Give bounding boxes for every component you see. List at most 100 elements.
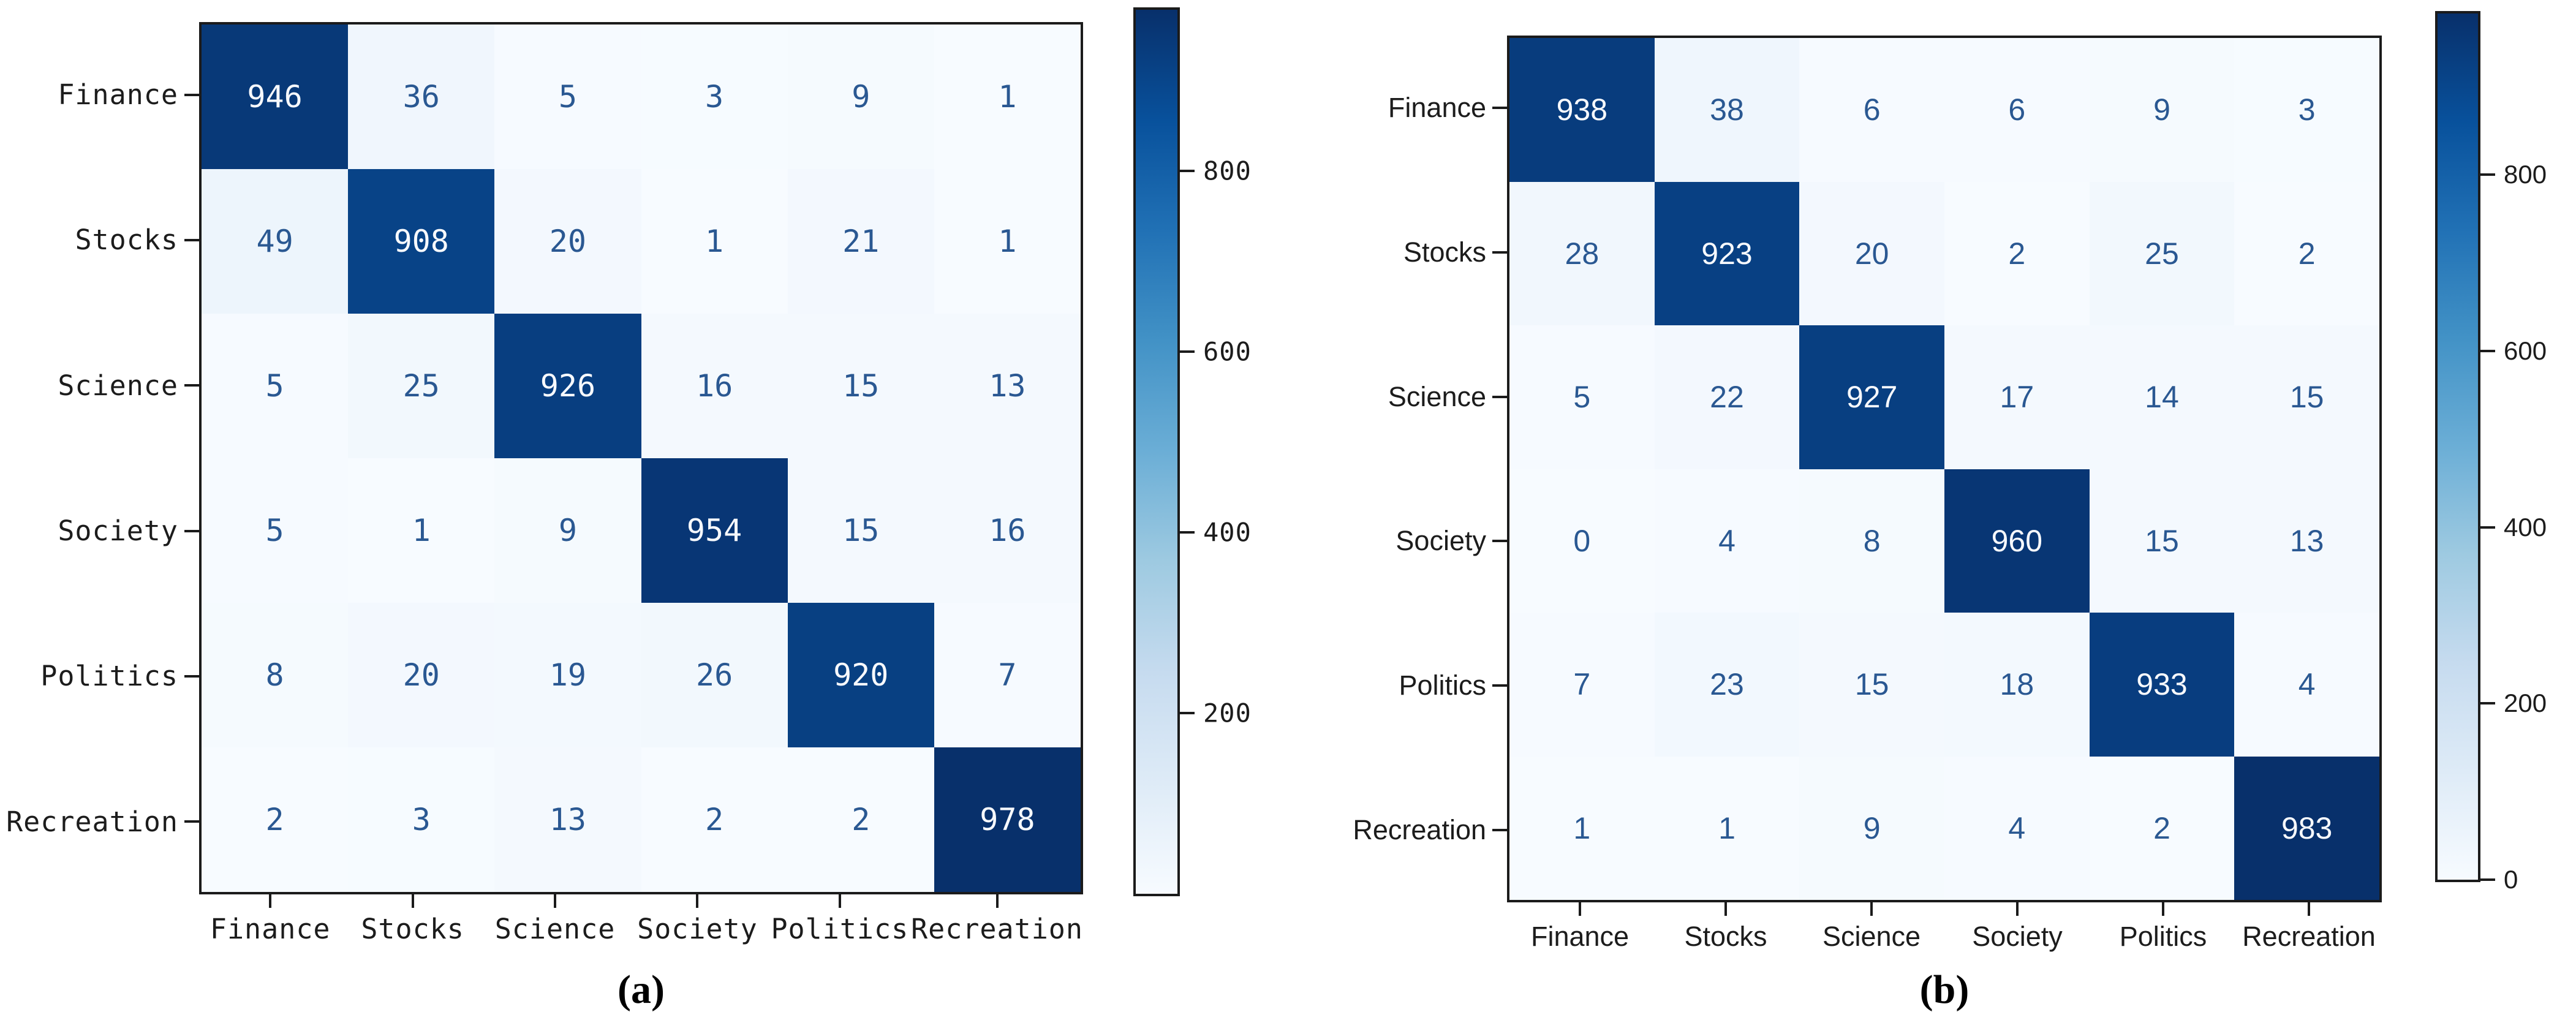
x-axis-label: Finance bbox=[1530, 921, 1630, 952]
matrix-cell: 1 bbox=[1509, 756, 1655, 900]
matrix-cell-value: 9 bbox=[852, 79, 871, 115]
y-tick-mark bbox=[184, 93, 199, 96]
matrix-cell: 2 bbox=[2089, 756, 2235, 900]
matrix-cell: 9 bbox=[787, 25, 934, 169]
x-tick-mark bbox=[1579, 902, 1581, 916]
confusion-matrix-b: 938 38 6 6 9 3 28 923 20 2 25 2 5 22 927 17 14 15 0 4 8 960 15… bbox=[1507, 36, 2382, 902]
matrix-cell-value: 21 bbox=[842, 224, 880, 259]
colorbar-tick-mark bbox=[1177, 531, 1195, 534]
matrix-cell: 2 bbox=[787, 747, 934, 892]
y-axis-labels-a: Finance Stocks Science Society Politics Recre… bbox=[0, 22, 199, 894]
colorbar-tick-mark bbox=[2478, 526, 2495, 529]
matrix-cell: 13 bbox=[2234, 469, 2379, 613]
matrix-cell-value: 927 bbox=[1846, 380, 1898, 415]
matrix-cell: 14 bbox=[2089, 325, 2235, 469]
colorbar-b: 800 600 400 200 0 bbox=[2435, 11, 2547, 894]
x-tick-mark bbox=[2308, 902, 2310, 916]
x-axis-labels-a: Finance Stocks Science Society Politics Recre… bbox=[199, 894, 1083, 962]
matrix-cell: 36 bbox=[348, 25, 495, 169]
matrix-cell: 17 bbox=[1944, 325, 2090, 469]
matrix-cell: 6 bbox=[1944, 38, 2090, 182]
matrix-cell-value: 938 bbox=[1556, 93, 1608, 127]
matrix-cell-value: 5 bbox=[265, 513, 284, 548]
y-tick-mark bbox=[184, 674, 199, 678]
matrix-cell: 923 bbox=[1654, 181, 1800, 325]
y-axis-label-row: Stocks bbox=[0, 167, 199, 312]
matrix-cell: 20 bbox=[348, 603, 495, 747]
matrix-cell-value: 20 bbox=[1854, 236, 1889, 271]
x-axis-label: Society bbox=[1972, 921, 2063, 952]
matrix-cell: 6 bbox=[1799, 38, 1944, 182]
y-axis-label: Finance bbox=[1388, 91, 1486, 123]
matrix-cell: 15 bbox=[1799, 613, 1944, 757]
matrix-cell: 23 bbox=[1654, 613, 1800, 757]
colorbar-ticks-b: 800 600 400 200 0 bbox=[2438, 13, 2547, 894]
matrix-cell-value: 923 bbox=[1701, 236, 1753, 271]
matrix-cell: 3 bbox=[348, 747, 495, 892]
matrix-cell-value: 13 bbox=[549, 802, 587, 837]
matrix-cell-value: 9 bbox=[2153, 93, 2170, 127]
y-tick-mark bbox=[1492, 395, 1507, 398]
panel-caption-b: (b) bbox=[1919, 967, 1970, 1012]
matrix-cell-value: 5 bbox=[558, 79, 577, 115]
y-axis-label-row: Politics bbox=[0, 603, 199, 749]
matrix-cell: 13 bbox=[934, 314, 1081, 458]
matrix-cell: 25 bbox=[348, 314, 495, 458]
matrix-cell: 960 bbox=[1944, 469, 2090, 613]
matrix-cell-value: 3 bbox=[412, 802, 431, 837]
x-axis-label: Politics bbox=[771, 913, 909, 945]
matrix-cell-value: 978 bbox=[980, 802, 1035, 837]
y-axis-label: Science bbox=[58, 369, 178, 402]
colorbar-tick-mark bbox=[1177, 169, 1195, 172]
y-axis-label: Science bbox=[1388, 380, 1486, 412]
matrix-cell-value: 7 bbox=[1573, 667, 1591, 702]
matrix-cell: 4 bbox=[2234, 613, 2379, 757]
y-axis-label: Recreation bbox=[1353, 814, 1486, 846]
y-axis-label-row: Recreation bbox=[1286, 758, 1507, 902]
x-axis-label-col: Stocks bbox=[1653, 902, 1799, 970]
x-axis-label-col: Science bbox=[484, 894, 626, 962]
y-axis-label: Finance bbox=[58, 78, 178, 111]
matrix-cell: 1 bbox=[641, 169, 788, 314]
matrix-cell-value: 960 bbox=[1991, 523, 2043, 558]
x-axis-label: Finance bbox=[210, 913, 331, 945]
matrix-cell-value: 6 bbox=[2008, 93, 2026, 127]
x-axis-labels-b: Finance Stocks Science Society Politics Recre… bbox=[1507, 902, 2382, 970]
matrix-cell-value: 926 bbox=[540, 368, 596, 404]
matrix-cell-value: 38 bbox=[1710, 93, 1744, 127]
matrix-cell-value: 9 bbox=[1863, 810, 1881, 845]
matrix-cell-value: 7 bbox=[998, 657, 1017, 693]
panel-b: Finance Stocks Science Society Politics Recre… bbox=[1286, 0, 2576, 1031]
matrix-cell-value: 19 bbox=[549, 657, 587, 693]
matrix-cell-value: 8 bbox=[1863, 523, 1881, 558]
matrix-cell-value: 1 bbox=[412, 513, 431, 548]
matrix-cell-value: 13 bbox=[2289, 523, 2324, 558]
matrix-cell-value: 4 bbox=[2008, 810, 2026, 845]
y-axis-label: Society bbox=[1396, 525, 1486, 557]
matrix-cell-value: 0 bbox=[1573, 523, 1591, 558]
y-tick-mark bbox=[1492, 684, 1507, 687]
matrix-cell-value: 15 bbox=[2289, 380, 2324, 415]
x-axis-label-col: Society bbox=[626, 894, 768, 962]
colorbar-a: 800 600 400 200 bbox=[1133, 7, 1251, 896]
matrix-cell: 5 bbox=[202, 314, 349, 458]
matrix-cell-value: 25 bbox=[2145, 236, 2179, 271]
y-axis-label: Stocks bbox=[1403, 236, 1486, 268]
matrix-cell: 7 bbox=[1509, 613, 1655, 757]
matrix-cell: 16 bbox=[934, 458, 1081, 603]
y-axis-label: Recreation bbox=[6, 805, 178, 838]
confusion-matrix-a: 946 36 5 3 9 1 49 908 20 1 21 1 5 25 926 16 15 13 5 1 9 954 15… bbox=[199, 22, 1083, 894]
matrix-cell: 5 bbox=[1509, 325, 1655, 469]
matrix-cell: 920 bbox=[787, 603, 934, 747]
y-axis-label-row: Society bbox=[0, 458, 199, 603]
y-axis-label-row: Stocks bbox=[1286, 180, 1507, 325]
matrix-cell-value: 23 bbox=[1710, 667, 1744, 702]
y-axis-label-row: Politics bbox=[1286, 613, 1507, 758]
matrix-cell: 1 bbox=[934, 169, 1081, 314]
matrix-cell: 8 bbox=[202, 603, 349, 747]
matrix-cell-value: 1 bbox=[998, 224, 1017, 259]
matrix-cell-value: 1 bbox=[1573, 810, 1591, 845]
matrix-cell: 16 bbox=[641, 314, 788, 458]
y-tick-mark bbox=[1492, 106, 1507, 109]
matrix-cell-value: 933 bbox=[2136, 667, 2188, 702]
